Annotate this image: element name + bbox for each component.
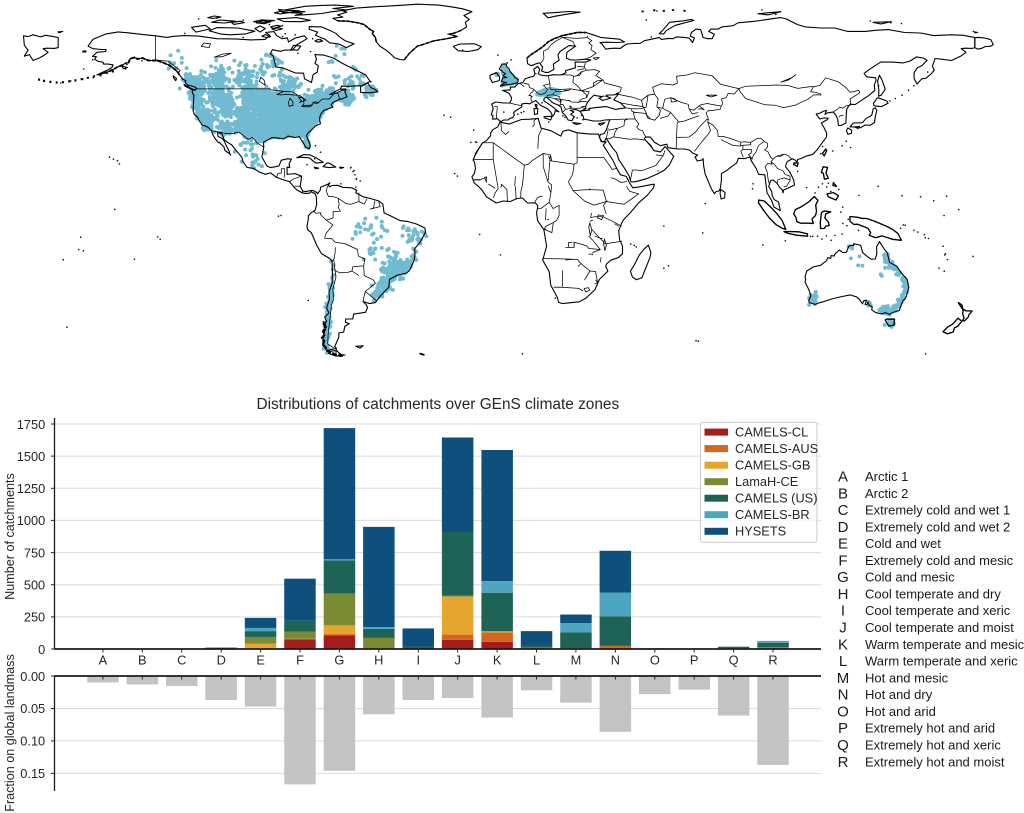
svg-text:P: P <box>838 720 848 737</box>
svg-text:H: H <box>374 653 383 668</box>
svg-text:Warm temperate and xeric: Warm temperate and xeric <box>865 654 1018 669</box>
svg-text:Q: Q <box>729 653 739 668</box>
svg-text:O: O <box>650 653 660 668</box>
svg-text:Hot and arid: Hot and arid <box>865 704 936 719</box>
svg-text:F: F <box>296 653 304 668</box>
svg-text:Cold and wet: Cold and wet <box>865 536 941 551</box>
svg-text:C: C <box>177 653 186 668</box>
svg-text:E: E <box>256 653 265 668</box>
svg-text:J: J <box>839 620 847 637</box>
svg-text:A: A <box>99 653 108 668</box>
svg-text:1250: 1250 <box>17 481 45 496</box>
svg-text:A: A <box>838 469 848 486</box>
svg-text:Distributions of catchments ov: Distributions of catchments over GEnS cl… <box>256 396 619 413</box>
svg-text:0: 0 <box>38 642 45 657</box>
svg-text:CAMELS-AUS: CAMELS-AUS <box>735 441 818 456</box>
svg-text:CAMELS-GB: CAMELS-GB <box>735 457 810 472</box>
svg-text:Cool temperate and dry: Cool temperate and dry <box>865 587 1001 602</box>
svg-text:Extremely hot and xeric: Extremely hot and xeric <box>865 738 1001 753</box>
svg-text:Hot and mesic: Hot and mesic <box>865 670 949 685</box>
svg-text:Hot and dry: Hot and dry <box>865 687 933 702</box>
svg-text:G: G <box>837 569 849 586</box>
svg-text:K: K <box>493 653 502 668</box>
svg-text:B: B <box>138 653 147 668</box>
svg-text:M: M <box>837 670 850 687</box>
svg-text:Extremely hot and moist: Extremely hot and moist <box>865 754 1005 769</box>
svg-text:Warm temperate and mesic: Warm temperate and mesic <box>865 637 1024 652</box>
svg-text:1500: 1500 <box>17 449 45 464</box>
svg-text:I: I <box>417 653 421 668</box>
svg-text:Extremely cold and wet 1: Extremely cold and wet 1 <box>865 503 1010 518</box>
svg-text:Cold and mesic: Cold and mesic <box>865 570 955 585</box>
svg-text:P: P <box>690 653 699 668</box>
svg-text:CAMELS (US): CAMELS (US) <box>735 490 817 505</box>
svg-text:L: L <box>839 653 847 670</box>
svg-text:Q: Q <box>837 737 849 754</box>
svg-text:Extremely cold and mesic: Extremely cold and mesic <box>865 553 1014 568</box>
svg-text:0.15: 0.15 <box>20 766 45 781</box>
svg-text:Cool temperate and xeric: Cool temperate and xeric <box>865 603 1011 618</box>
svg-text:500: 500 <box>24 578 45 593</box>
svg-text:R: R <box>768 653 777 668</box>
svg-text:R: R <box>838 754 849 771</box>
svg-text:CAMELS-BR: CAMELS-BR <box>735 507 810 522</box>
svg-text:F: F <box>838 552 847 569</box>
svg-text:M: M <box>571 653 582 668</box>
svg-text:K: K <box>838 636 848 653</box>
svg-text:Arctic 2: Arctic 2 <box>865 486 908 501</box>
svg-text:Number of catchments: Number of catchments <box>3 473 17 600</box>
svg-text:1750: 1750 <box>17 417 45 432</box>
svg-text:0.10: 0.10 <box>20 734 45 749</box>
svg-text:Extremely hot and arid: Extremely hot and arid <box>865 721 995 736</box>
svg-text:N: N <box>838 687 849 704</box>
svg-text:J: J <box>454 653 460 668</box>
svg-text:E: E <box>838 536 848 553</box>
svg-text:Extremely cold and wet 2: Extremely cold and wet 2 <box>865 519 1010 534</box>
svg-text:750: 750 <box>24 545 45 560</box>
svg-text:Arctic 1: Arctic 1 <box>865 469 908 484</box>
svg-text:Cool temperate and moist: Cool temperate and moist <box>865 620 1014 635</box>
svg-text:LamaH-CE: LamaH-CE <box>735 474 798 489</box>
svg-text:0.05: 0.05 <box>20 701 45 716</box>
svg-text:O: O <box>837 703 849 720</box>
svg-text:250: 250 <box>24 610 45 625</box>
svg-text:D: D <box>838 519 849 536</box>
svg-text:CAMELS-CL: CAMELS-CL <box>735 424 808 439</box>
svg-text:0.00: 0.00 <box>20 669 45 684</box>
svg-text:I: I <box>841 603 845 620</box>
svg-text:N: N <box>611 653 620 668</box>
svg-text:G: G <box>334 653 344 668</box>
svg-text:C: C <box>838 502 849 519</box>
svg-text:H: H <box>838 586 849 603</box>
svg-text:HYSETS: HYSETS <box>735 524 786 539</box>
svg-text:L: L <box>533 653 540 668</box>
svg-text:Fraction on global landmass: Fraction on global landmass <box>3 654 17 812</box>
svg-text:B: B <box>838 485 848 502</box>
svg-text:D: D <box>217 653 226 668</box>
svg-text:1000: 1000 <box>17 513 45 528</box>
